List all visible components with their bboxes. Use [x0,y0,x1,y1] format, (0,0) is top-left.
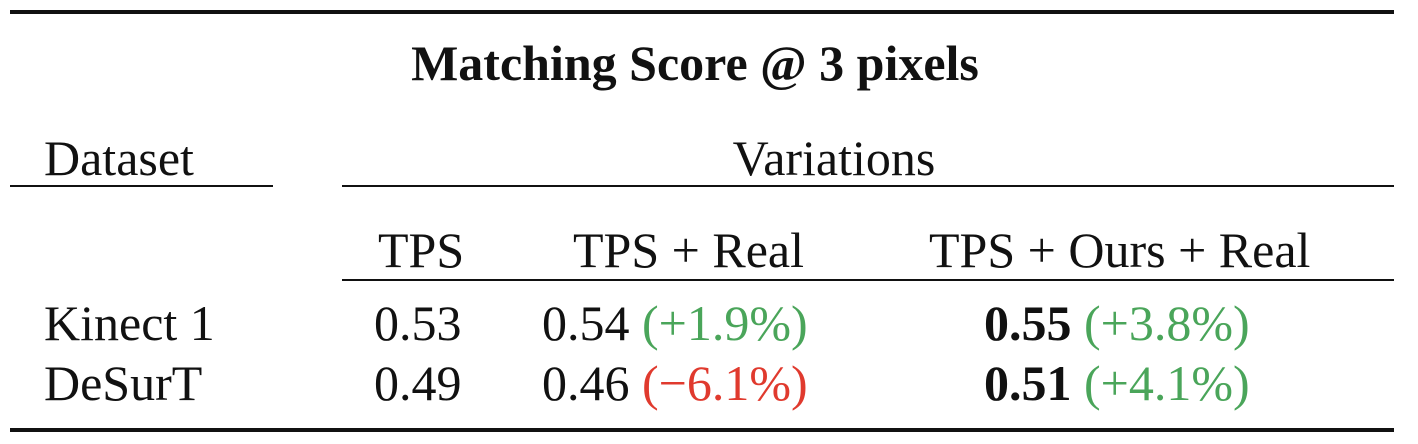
improvement-delta: (+4.1%) [1084,355,1250,411]
table-row-dataset: Kinect 1 [44,295,215,351]
variations-midrule [342,185,1394,187]
table-cell-tps-ours-real: 0.51 (+4.1%) [984,358,1250,408]
decline-delta: (−6.1%) [642,355,808,411]
table-cell-tps-real: 0.54 (+1.9%) [542,298,808,348]
best-value: 0.51 [984,355,1072,411]
table-cell-tps-real: 0.46 (−6.1%) [542,358,808,408]
variations-header: Variations [732,130,936,186]
cell-value: 0.54 [542,295,630,351]
column-header-rule [342,279,1394,281]
bottom-rule [10,428,1394,432]
improvement-delta: (+3.8%) [1084,295,1250,351]
top-rule [10,10,1394,14]
table-row-dataset: DeSurT [44,355,203,411]
dataset-header: Dataset [44,130,194,186]
dataset-midrule [10,185,273,187]
improvement-delta: (+1.9%) [642,295,808,351]
cell-value: 0.46 [542,355,630,411]
column-header-tps: TPS [378,222,465,278]
best-value: 0.55 [984,295,1072,351]
column-header-tps-ours-real: TPS + Ours + Real [929,222,1311,278]
table-title: Matching Score @ 3 pixels [411,35,979,91]
table-cell-tps-ours-real: 0.55 (+3.8%) [984,298,1250,348]
column-header-tps-real: TPS + Real [573,222,804,278]
table-cell-tps: 0.53 [374,295,462,351]
table-cell-tps: 0.49 [374,355,462,411]
